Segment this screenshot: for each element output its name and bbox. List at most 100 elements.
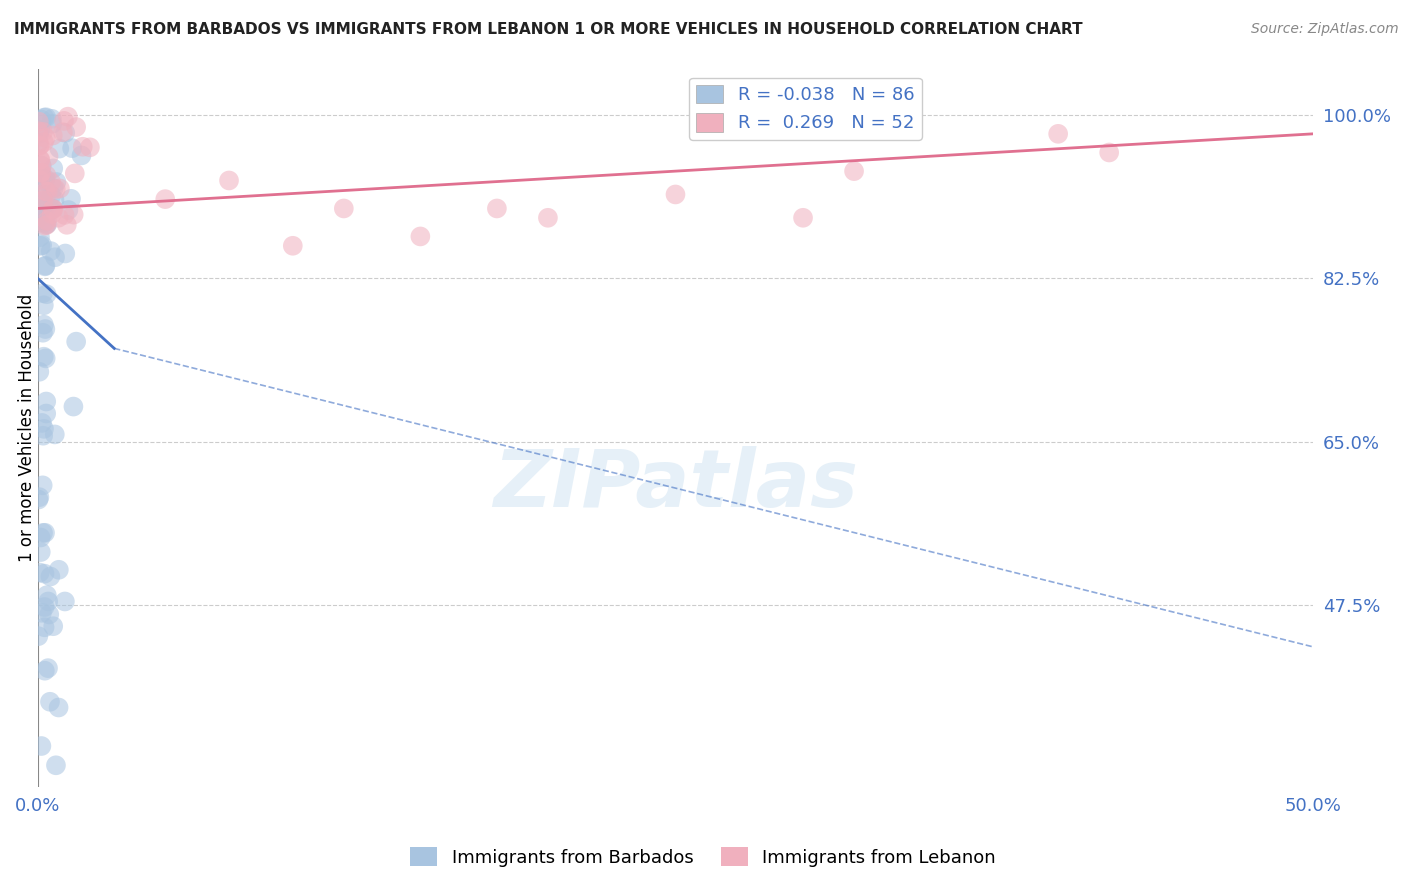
Point [34, 620, 56, 634]
Point [32, 194, 55, 208]
Point [485, 202, 508, 216]
Point [45, 182, 67, 196]
Point [34, 600, 56, 615]
Point [32, 125, 55, 139]
Point [31, 194, 53, 209]
Point [38, 607, 60, 622]
Point [70, 148, 93, 162]
Point [34, 322, 56, 336]
Point [34, 185, 56, 199]
Point [32, 298, 55, 312]
Point [53, 208, 76, 222]
Point [42, 619, 65, 633]
Point [32, 350, 55, 364]
Point [45, 175, 67, 189]
Point [537, 211, 560, 225]
Point [38, 149, 60, 163]
Point [56, 218, 79, 232]
Point [34, 351, 56, 366]
Point [34, 219, 56, 233]
Point [30, 166, 52, 180]
Point [53, 246, 76, 260]
Point [30, 739, 52, 753]
Point [30, 158, 52, 172]
Point [32, 215, 55, 229]
Point [65, 120, 87, 134]
Point [28, 365, 51, 379]
Point [39, 569, 62, 583]
Point [41, 202, 63, 216]
Point [39, 203, 62, 218]
Point [44, 427, 66, 442]
Point [27, 492, 49, 507]
Point [62, 400, 84, 414]
Point [28, 173, 51, 187]
Point [32, 326, 55, 340]
Point [30, 199, 52, 213]
Point [31, 159, 53, 173]
Y-axis label: 1 or more Vehicles in Household: 1 or more Vehicles in Household [18, 293, 35, 562]
Point [34, 525, 56, 540]
Point [32, 428, 55, 442]
Point [28, 114, 51, 128]
Point [58, 202, 80, 217]
Point [37, 594, 59, 608]
Point [32, 422, 55, 436]
Point [42, 202, 65, 216]
Point [35, 407, 58, 421]
Point [28, 490, 51, 504]
Point [53, 113, 76, 128]
Point [34, 259, 56, 273]
Point [281, 239, 304, 253]
Legend: R = -0.038   N = 86, R =  0.269   N = 52: R = -0.038 N = 86, R = 0.269 N = 52 [689, 78, 921, 140]
Point [27, 136, 49, 150]
Point [79, 140, 101, 154]
Point [27, 187, 49, 202]
Point [35, 588, 58, 602]
Text: ZIPatlas: ZIPatlas [494, 446, 858, 524]
Point [35, 287, 58, 301]
Point [41, 207, 63, 221]
Point [32, 286, 55, 301]
Point [28, 127, 51, 141]
Point [31, 606, 53, 620]
Point [34, 172, 56, 186]
Point [28, 139, 51, 153]
Point [31, 170, 53, 185]
Point [27, 124, 49, 138]
Point [41, 112, 63, 126]
Point [28, 211, 51, 225]
Point [1047, 127, 1070, 141]
Point [34, 200, 56, 214]
Point [41, 117, 63, 131]
Point [48, 563, 70, 577]
Point [27, 187, 49, 202]
Point [30, 531, 52, 545]
Point [34, 566, 56, 581]
Point [63, 166, 86, 180]
Point [27, 629, 49, 643]
Point [30, 545, 52, 559]
Point [35, 218, 58, 232]
Point [31, 478, 53, 492]
Point [34, 664, 56, 678]
Point [39, 244, 62, 258]
Point [1098, 145, 1121, 160]
Text: Source: ZipAtlas.com: Source: ZipAtlas.com [1251, 22, 1399, 37]
Point [155, 192, 177, 206]
Point [34, 260, 56, 274]
Point [39, 695, 62, 709]
Point [409, 229, 432, 244]
Point [37, 661, 59, 675]
Point [48, 700, 70, 714]
Text: IMMIGRANTS FROM BARBADOS VS IMMIGRANTS FROM LEBANON 1 OR MORE VEHICLES IN HOUSEH: IMMIGRANTS FROM BARBADOS VS IMMIGRANTS F… [14, 22, 1083, 37]
Point [42, 181, 65, 195]
Point [333, 202, 356, 216]
Point [49, 181, 72, 195]
Point [45, 758, 67, 772]
Point [42, 128, 65, 143]
Point [30, 153, 52, 167]
Point [35, 111, 58, 125]
Point [62, 208, 84, 222]
Point [28, 153, 51, 167]
